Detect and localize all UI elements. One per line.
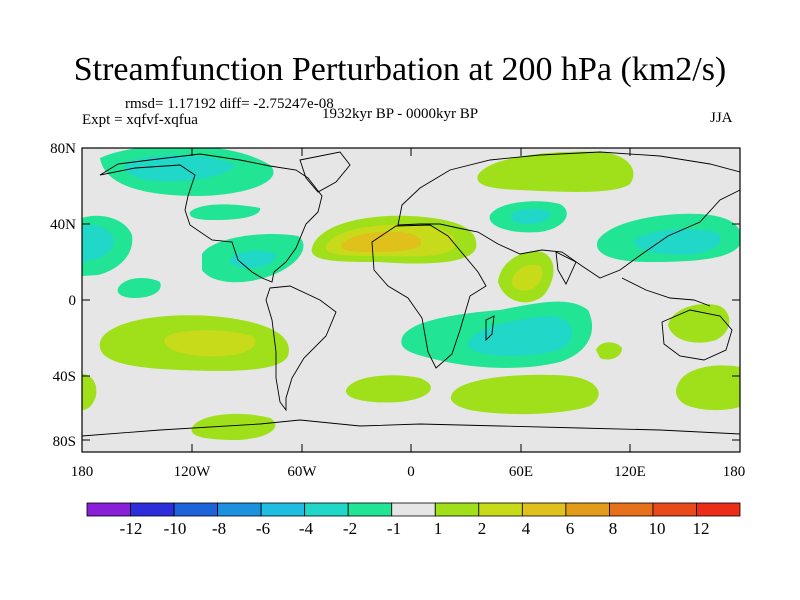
colorbar-label: 4 — [522, 519, 531, 538]
x-tick-label: 120W — [174, 464, 212, 480]
field-nw-pacific-core — [634, 229, 721, 255]
x-tick-label: 180 — [71, 464, 94, 480]
colorbar-swatch — [521, 502, 567, 517]
colorbar-label: -4 — [299, 519, 314, 538]
contour-fields — [82, 148, 740, 440]
colorbar — [86, 502, 741, 517]
field-s-pacific-core — [164, 330, 256, 357]
colorbar-swatch — [391, 502, 436, 517]
colorbar-label: -1 — [387, 519, 401, 538]
field-sw-indian — [596, 342, 622, 360]
colorbar-swatch — [173, 502, 219, 517]
field-trop-pacific — [117, 278, 161, 298]
colorbar-label: -6 — [256, 519, 270, 538]
colorbar-swatch — [609, 502, 654, 517]
colorbar-swatch — [86, 502, 131, 517]
colorbar-swatch — [304, 502, 349, 517]
coastline-india — [555, 251, 577, 285]
colorbar-label: -8 — [212, 519, 226, 538]
colorbar-swatch — [565, 502, 610, 517]
y-tick-label: 40N — [50, 217, 76, 233]
colorbar-swatch — [434, 502, 480, 517]
coastline-south-america — [265, 285, 337, 412]
x-axis-ticks — [81, 148, 741, 452]
colorbar-label: 6 — [566, 519, 575, 538]
map-background — [82, 148, 740, 452]
field-e-pacific-west-core — [82, 224, 114, 262]
rmsd-diff-stats: rmsd= 1.17192 diff= -2.75247e-08 — [125, 96, 334, 112]
y-tick-label: 0 — [69, 293, 77, 309]
coastline-africa — [371, 224, 487, 369]
x-tick-label: 60W — [287, 464, 317, 480]
field-s-far-west — [82, 374, 97, 410]
y-tick-label: 40S — [53, 369, 76, 385]
coastline-eurasia — [397, 151, 740, 279]
coastline-southeast-asia — [621, 277, 711, 307]
field-se-pacific — [191, 413, 276, 440]
period-label: 1932kyr BP - 0000kyr BP — [322, 106, 479, 122]
field-n-pacific-core — [124, 154, 235, 182]
colorbar-label: -2 — [343, 519, 357, 538]
field-s-indian-core — [467, 316, 573, 356]
y-tick-label: 80S — [53, 434, 76, 450]
field-s-pacific-west — [450, 374, 599, 415]
field-n-atlantic — [189, 204, 261, 220]
field-s-atlantic — [345, 375, 431, 403]
colorbar-swatch — [652, 502, 697, 517]
field-antarctic-pacific — [676, 365, 740, 411]
field-central-asia-core — [510, 208, 551, 224]
colorbar-label: 8 — [609, 519, 618, 538]
colorbar-swatch — [130, 502, 175, 517]
coastline-north-america — [99, 153, 323, 283]
coastline-greenland — [299, 151, 351, 193]
colorbar-swatch — [260, 502, 306, 517]
y-axis-ticks — [82, 147, 740, 441]
x-tick-label: 120E — [614, 464, 646, 480]
field-east-africa-core — [511, 264, 543, 291]
coastline-antarctica — [82, 419, 740, 437]
colorbar-label: 2 — [478, 519, 487, 538]
colorbar-labels: -12 -10 -8 -6 -4 -2 -1 1 2 4 6 8 10 12 — [120, 519, 710, 538]
colorbar-label: 10 — [649, 519, 666, 538]
colorbar-label: 1 — [434, 519, 443, 538]
x-tick-label: 60E — [509, 464, 533, 480]
colorbar-swatch — [696, 502, 741, 517]
experiment-label: Expt = xqfvf-xqfua — [82, 112, 198, 128]
field-arctic-eurasia — [477, 151, 634, 192]
y-tick-label: 80N — [50, 141, 76, 157]
season-label: JJA — [710, 110, 733, 126]
field-n-atlantic-ridge-core — [341, 231, 422, 252]
field-gulf-atlantic-core — [229, 250, 277, 268]
colorbar-swatch — [217, 502, 262, 517]
coastline-australia — [661, 309, 733, 361]
colorbar-swatch — [478, 502, 523, 517]
colorbar-label: -10 — [164, 519, 187, 538]
coastlines — [82, 151, 740, 437]
colorbar-label: 12 — [693, 519, 710, 538]
colorbar-swatch — [347, 502, 393, 517]
plot-title: Streamfunction Perturbation at 200 hPa (… — [73, 51, 727, 88]
field-australia — [668, 304, 730, 343]
colorbar-label: -12 — [120, 519, 143, 538]
x-tick-label: 180 — [723, 464, 746, 480]
coastline-madagascar — [485, 315, 495, 342]
x-tick-label: 0 — [407, 464, 415, 480]
